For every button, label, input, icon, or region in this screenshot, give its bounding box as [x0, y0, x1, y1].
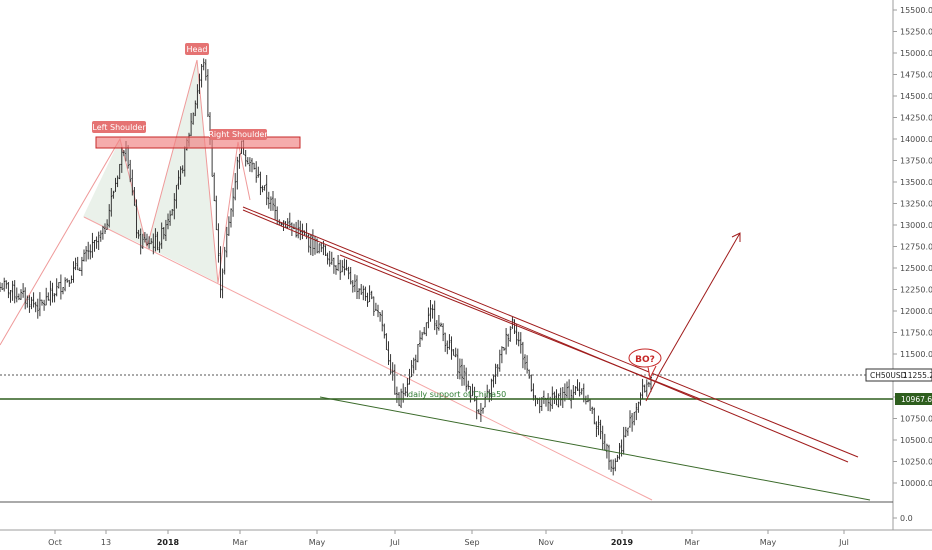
time-tick-label: 2019 [611, 538, 634, 547]
time-tick-label: 13 [101, 538, 111, 547]
neckline-zone[interactable] [95, 136, 301, 149]
time-tick-label: 2018 [157, 538, 180, 547]
price-tick-label: 12250.0 [900, 286, 932, 295]
price-tick-label: 15250.0 [900, 28, 932, 37]
price-tick-label: 10750.0 [900, 415, 932, 424]
support-price-tag[interactable]: 10967.6 [895, 393, 932, 405]
price-tick-label: 13000.0 [900, 221, 932, 230]
time-tick-label: Mar [232, 538, 248, 547]
pattern-lower-channel [83, 216, 653, 501]
time-axis[interactable]: Oct 13 2018 Mar May Jul Sep Nov 2019 Mar May Jul [48, 530, 849, 547]
right-shoulder-label-text: Right Shoulder [208, 130, 268, 139]
right-shoulder-label[interactable]: Right Shoulder [208, 129, 268, 140]
price-tick-label: 12000.0 [900, 307, 932, 316]
breakout-arrow[interactable] [645, 232, 741, 402]
breakout-label: BO? [635, 355, 655, 365]
time-tick-label: Jul [389, 538, 400, 547]
price-tick-label: 14750.0 [900, 71, 932, 80]
price-tick-label: 0.0 [900, 514, 913, 523]
price-tick-label: 12750.0 [900, 243, 932, 252]
price-tick-label: 11500.0 [900, 350, 932, 359]
price-tick-label: 11750.0 [900, 329, 932, 338]
price-tick-label: 14500.0 [900, 92, 932, 101]
breakout-callout[interactable]: BO? [628, 348, 662, 380]
price-tick-label: 10250.0 [900, 458, 932, 467]
price-tick-label: 10500.0 [900, 436, 932, 445]
time-tick-label: Nov [538, 538, 554, 547]
price-tick-label: 15500.0 [900, 6, 932, 15]
downtrend-line-upper[interactable] [242, 206, 859, 458]
price-tick-label: 15000.0 [900, 49, 932, 58]
time-tick-label: May [760, 538, 777, 547]
price-tick-label: 13250.0 [900, 200, 932, 209]
price-tick-label: 13750.0 [900, 157, 932, 166]
downtrend-line-lower[interactable] [242, 209, 849, 463]
price-tick-label: 10000.0 [900, 479, 932, 488]
left-shoulder-shading [83, 139, 147, 247]
price-axis[interactable]: 15500.0 15250.0 15000.0 14750.0 14500.0 14250… [893, 6, 932, 523]
support-price-label: 10967.6 [901, 395, 932, 404]
symbol-price-tag[interactable]: CH50USD 11255.2 [865, 368, 932, 382]
time-tick-label: May [309, 538, 326, 547]
head-label[interactable]: Head [185, 43, 209, 55]
time-tick-label: Mar [684, 538, 700, 547]
head-label-text: Head [187, 45, 208, 54]
time-tick-label: Oct [48, 538, 62, 547]
time-tick-label: Jul [838, 538, 849, 547]
left-shoulder-label-text: Left Shoulder [92, 123, 146, 132]
sloping-support-line[interactable] [319, 396, 871, 501]
downtrend-line-mid [339, 254, 701, 400]
symbol-label: CH50USD [870, 371, 907, 380]
left-shoulder-label[interactable]: Left Shoulder [92, 121, 146, 133]
price-tick-label: 13500.0 [900, 178, 932, 187]
last-price-label: 11255.2 [903, 371, 932, 380]
support-label: daily support of China50 [408, 390, 506, 399]
price-tick-label: 14250.0 [900, 114, 932, 123]
time-tick-label: Sep [464, 538, 479, 547]
price-tick-label: 12500.0 [900, 264, 932, 273]
price-tick-label: 14000.0 [900, 135, 932, 144]
